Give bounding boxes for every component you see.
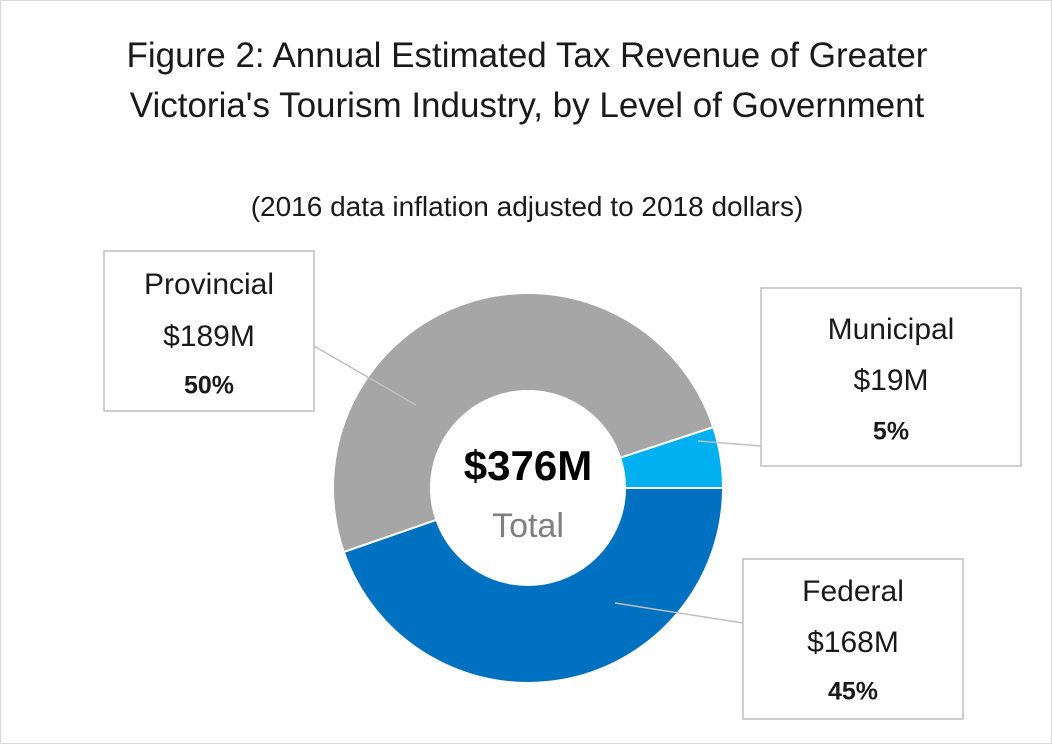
percent-label: 45% — [828, 678, 878, 706]
leader-line — [614, 602, 744, 624]
callout-box — [760, 287, 1022, 467]
callout-box — [103, 250, 315, 412]
leader-line — [313, 345, 417, 406]
donut-slice — [342, 487, 725, 684]
value-label: $19M — [853, 364, 928, 397]
category-label: Provincial — [144, 268, 274, 301]
chart-subtitle: (2016 data inflation adjusted to 2018 do… — [250, 191, 804, 222]
center-label: $376M — [464, 442, 592, 489]
callout-box — [742, 558, 964, 720]
percent-label: 5% — [873, 418, 909, 446]
category-label: Municipal — [828, 313, 955, 346]
chart-title: Figure 2: Annual Estimated Tax Revenue o… — [126, 36, 928, 125]
value-label: $168M — [807, 626, 899, 659]
value-label: $189M — [163, 320, 255, 353]
leader-line — [697, 440, 762, 447]
category-label: Federal — [802, 575, 904, 608]
donut-slice — [332, 292, 715, 554]
percent-label: 50% — [184, 372, 234, 400]
center-sublabel: Total — [492, 507, 564, 545]
